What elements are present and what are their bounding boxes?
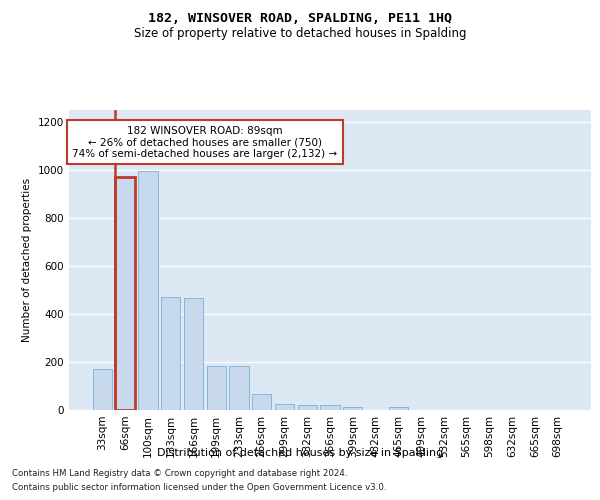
Bar	[229, 366, 248, 410]
Text: 182, WINSOVER ROAD, SPALDING, PE11 1HQ: 182, WINSOVER ROAD, SPALDING, PE11 1HQ	[148, 12, 452, 26]
Text: Contains HM Land Registry data © Crown copyright and database right 2024.: Contains HM Land Registry data © Crown c…	[12, 468, 347, 477]
Bar	[320, 405, 340, 410]
Text: Contains public sector information licensed under the Open Government Licence v3: Contains public sector information licen…	[12, 484, 386, 492]
Bar	[389, 406, 408, 410]
Text: Distribution of detached houses by size in Spalding: Distribution of detached houses by size …	[157, 448, 443, 458]
Bar	[115, 177, 135, 410]
Bar	[343, 407, 362, 410]
Bar	[93, 369, 112, 410]
Bar	[138, 171, 158, 410]
Bar	[252, 394, 271, 410]
Text: Size of property relative to detached houses in Spalding: Size of property relative to detached ho…	[134, 28, 466, 40]
Bar	[275, 404, 294, 410]
Text: 182 WINSOVER ROAD: 89sqm
← 26% of detached houses are smaller (750)
74% of semi-: 182 WINSOVER ROAD: 89sqm ← 26% of detach…	[72, 126, 337, 159]
Bar	[161, 297, 181, 410]
Y-axis label: Number of detached properties: Number of detached properties	[22, 178, 32, 342]
Bar	[206, 366, 226, 410]
Bar	[184, 298, 203, 410]
Bar	[298, 404, 317, 410]
Bar	[115, 177, 135, 410]
